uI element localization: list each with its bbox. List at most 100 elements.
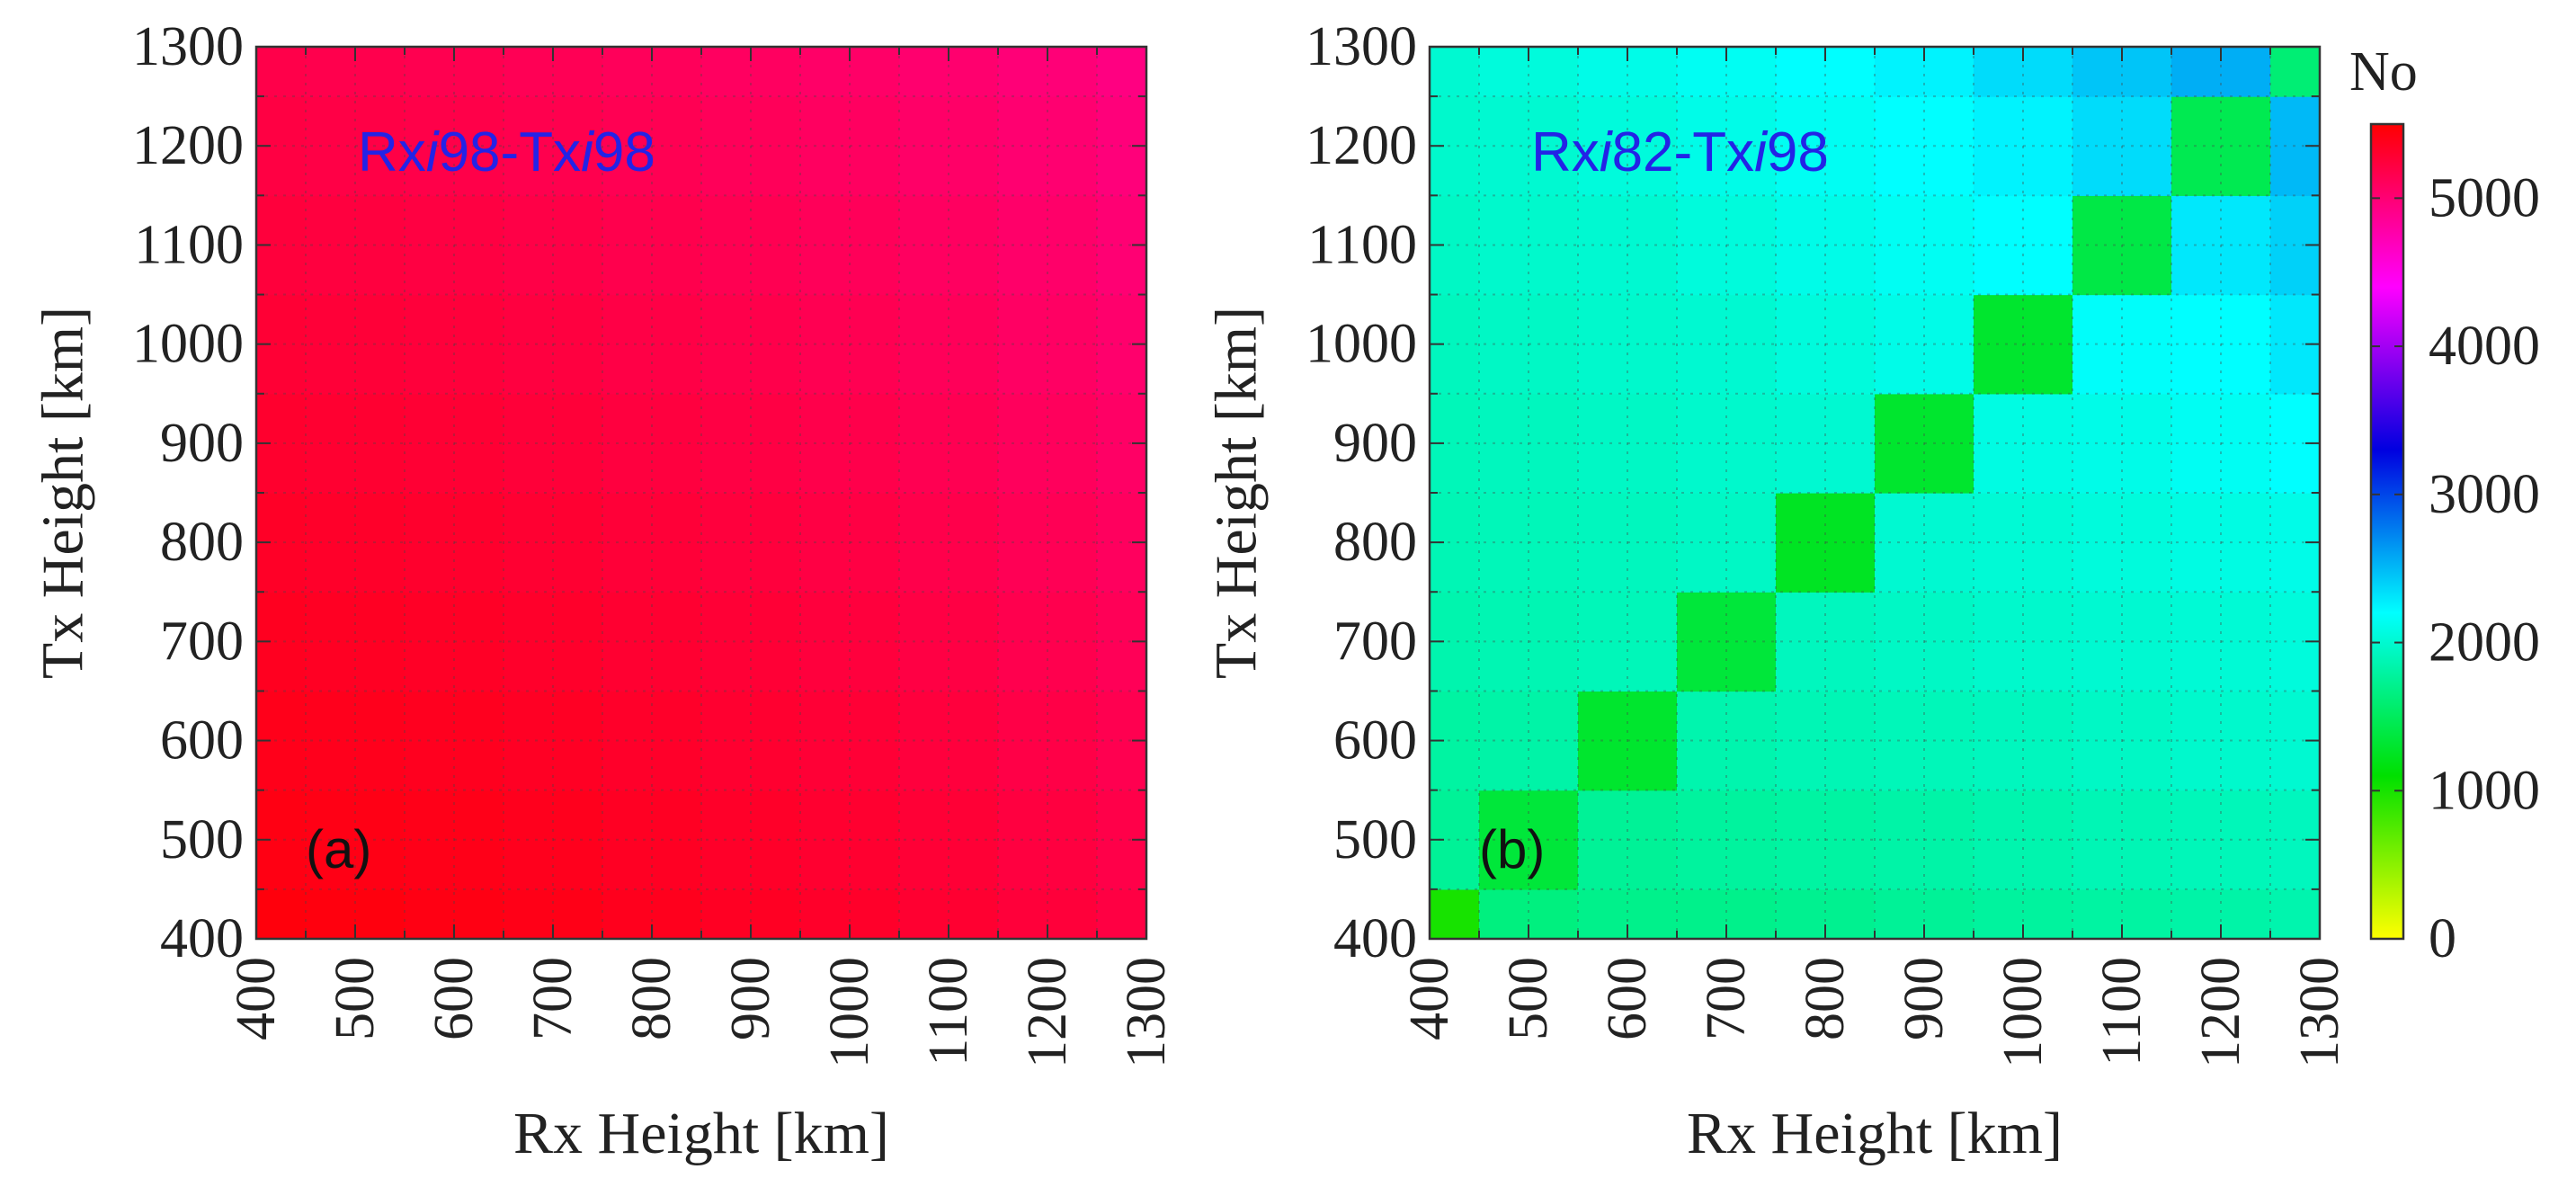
x-tick-label: 900 — [1894, 957, 1955, 1040]
heatmap-cell — [1875, 96, 1974, 196]
heatmap-cell — [1578, 96, 1678, 196]
heatmap-cell — [998, 493, 1098, 593]
heatmap-cell — [1578, 393, 1678, 494]
heatmap-cell — [1875, 195, 1974, 296]
x-tick-label: 1200 — [1017, 957, 1078, 1068]
heatmap-cell — [2072, 294, 2172, 395]
heatmap-cell — [405, 294, 504, 395]
heatmap-cell — [1677, 592, 1777, 692]
x-tick-label: 400 — [226, 957, 287, 1040]
colorbar-tick-label: 2000 — [2429, 612, 2540, 674]
heatmap-cell — [1479, 96, 1579, 196]
heatmap-cell — [1875, 592, 1974, 692]
heatmap-cell — [701, 493, 801, 593]
x-tick-label: 700 — [1696, 957, 1757, 1040]
heatmap-cell — [998, 691, 1098, 791]
x-tick-label: 1300 — [2289, 957, 2350, 1068]
heatmap-cell — [701, 195, 801, 296]
colorbar-tick-label: 5000 — [2429, 167, 2540, 228]
heatmap-cell — [504, 691, 603, 791]
heatmap-cell — [1776, 96, 1876, 196]
y-tick-label: 700 — [160, 611, 244, 672]
heatmap-cell — [2171, 96, 2271, 196]
x-tick-label: 1000 — [819, 957, 880, 1068]
heatmap-cell — [800, 493, 900, 593]
y-tick-label: 900 — [1333, 413, 1417, 474]
heatmap-cell — [2072, 493, 2172, 593]
colorbar: 0 1000 2000 3000 4000 5000 No — [2349, 41, 2540, 969]
heatmap-cell — [1578, 790, 1678, 890]
x-tick-label: 1200 — [2190, 957, 2251, 1068]
heatmap-cell — [1776, 493, 1876, 593]
heatmap-cell — [306, 294, 406, 395]
heatmap-cell — [2072, 691, 2172, 791]
heatmap-cell — [405, 592, 504, 692]
panel-annotation: Rxi82-Txi98 — [1531, 121, 1829, 183]
x-tick-label: 500 — [325, 957, 386, 1040]
heatmap-cell — [2072, 195, 2172, 296]
heatmap-cell — [1974, 393, 2073, 494]
y-tick-label: 1000 — [132, 314, 244, 375]
heatmap-cell — [998, 592, 1098, 692]
heatmap-cell — [1677, 294, 1777, 395]
heatmap-cell — [2270, 888, 2320, 939]
heatmap-cell — [1974, 195, 2073, 296]
y-tick-label: 1200 — [132, 115, 244, 176]
heatmap-cell — [899, 195, 999, 296]
heatmap-cell — [1875, 493, 1974, 593]
x-tick-label: 1300 — [1116, 957, 1177, 1068]
heatmap-cell — [1479, 592, 1579, 692]
axis-ticks — [1429, 46, 2321, 940]
heatmap-cell — [256, 47, 307, 97]
y-tick-label: 500 — [1333, 809, 1417, 870]
heatmap-cell — [306, 96, 406, 196]
heatmap-cell — [256, 888, 307, 939]
heatmap-cell — [1974, 294, 2073, 395]
x-tick-label: 900 — [720, 957, 781, 1040]
heatmap-cell — [405, 96, 504, 196]
heatmap-cell — [2270, 47, 2320, 97]
heatmap-cell — [602, 96, 702, 196]
panel-label: (a) — [306, 819, 371, 879]
heatmap-cell — [1578, 294, 1678, 395]
heatmap-cell — [1677, 790, 1777, 890]
heatmap-cell — [306, 691, 406, 791]
heatmap-cell — [306, 592, 406, 692]
heatmap-cell — [800, 691, 900, 791]
heatmap-cell — [998, 195, 1098, 296]
heatmap-cell — [1479, 493, 1579, 593]
colorbar-gradient — [2369, 122, 2405, 941]
heatmap-cell — [504, 493, 603, 593]
heatmap-cell — [1776, 393, 1876, 494]
heatmap-cell — [800, 393, 900, 494]
heatmap-panel-a: 400 500 600 700 800 900 1000 1100 1200 1300 400 500… — [31, 16, 1178, 1166]
heatmap-cell — [998, 393, 1098, 494]
x-tick-label: 500 — [1498, 957, 1559, 1040]
y-tick-label: 800 — [1333, 512, 1417, 573]
heatmap-cell — [2171, 294, 2271, 395]
colorbar-tick-label: 1000 — [2429, 760, 2540, 821]
heatmap-cell — [1875, 691, 1974, 791]
heatmap-cell — [1578, 592, 1678, 692]
heatmap-cell — [701, 393, 801, 494]
heatmap-cell — [504, 294, 603, 395]
heatmap-cell — [1776, 592, 1876, 692]
heatmap-cell — [1578, 195, 1678, 296]
heatmap-cell — [2171, 493, 2271, 593]
heatmap-cell — [504, 393, 603, 494]
heatmap-cell — [701, 790, 801, 890]
heatmap-cell — [1677, 493, 1777, 593]
heatmap-cell — [998, 790, 1098, 890]
y-tick-label: 400 — [1333, 908, 1417, 969]
heatmap-cell — [1974, 691, 2073, 791]
x-tick-label: 600 — [1597, 957, 1658, 1040]
colorbar-tick-label: 3000 — [2429, 464, 2540, 525]
heatmap-cell — [405, 691, 504, 791]
x-axis-label: Rx Height [km] — [1687, 1101, 2063, 1166]
heatmap-cell — [1776, 294, 1876, 395]
heatmap-cell — [1479, 691, 1579, 791]
heatmap-cell — [1677, 195, 1777, 296]
heatmap-cell — [602, 493, 702, 593]
heatmap-cell — [1479, 195, 1579, 296]
